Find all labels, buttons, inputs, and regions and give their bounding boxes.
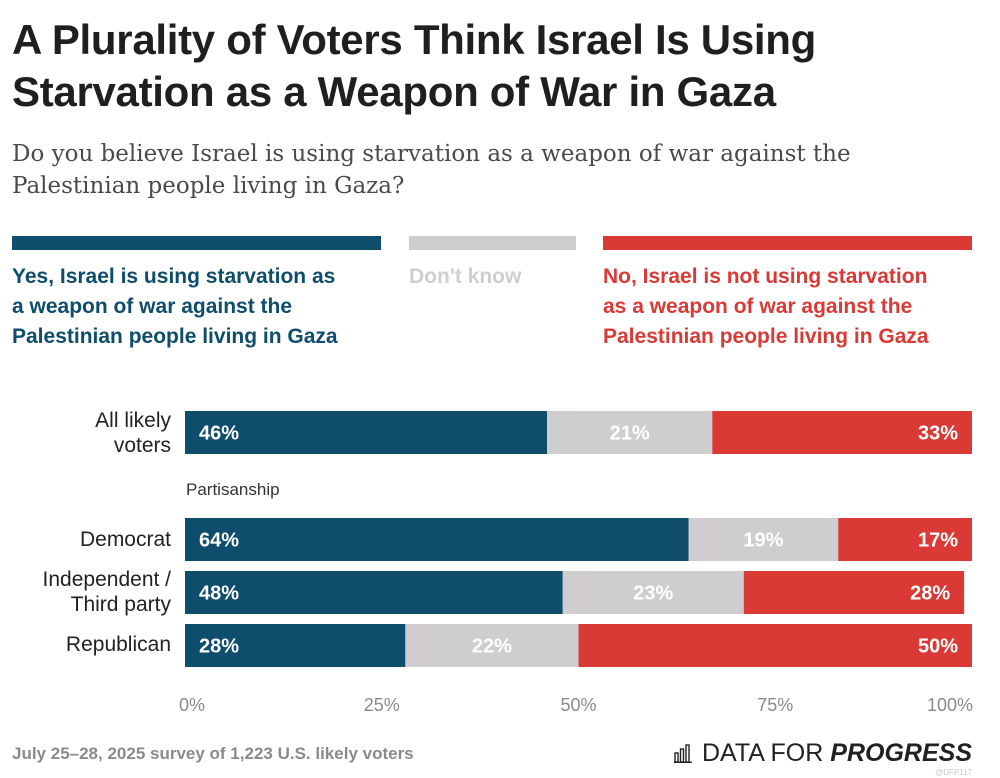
x-tick-label: 75%: [757, 695, 793, 715]
bar-label-all-likely-voters-yes: 46%: [199, 423, 239, 445]
legend-item-yes: Yes, Israel is using starvation as a wea…: [12, 236, 381, 352]
bar-label-republican-yes: 28%: [199, 636, 239, 658]
legend-label-no-line-2: as a weapon of war against the: [603, 295, 913, 318]
bar-label-democrat-dont-know: 19%: [743, 530, 783, 552]
row-label-independent-line-1: Independent /: [42, 568, 171, 591]
chart-subtitle: Do you believe Israel is using starvatio…: [12, 138, 972, 202]
bar-democrat-yes: [185, 518, 689, 561]
row-label-republican-line-1: Republican: [65, 633, 171, 656]
legend-label-yes-line-3: Palestinian people living in Gaza: [12, 325, 338, 348]
legend-label-dont-know: Don't know: [409, 262, 576, 292]
row-label-all-likely-voters-line-2: voters: [113, 434, 171, 457]
x-tick-label: 25%: [364, 695, 400, 715]
row-label-all-likely-voters-line-1: All likely: [95, 409, 171, 432]
brand-prefix: DATA FOR: [701, 738, 824, 767]
chart-subtitle-line-1: Do you believe Israel is using starvatio…: [12, 141, 851, 167]
chart-title-line-2: Starvation as a Weapon of War in Gaza: [12, 68, 776, 115]
bar-label-republican-no: 50%: [918, 636, 958, 658]
legend-swatch-yes: [12, 236, 381, 250]
legend-label-yes-line-1: Yes, Israel is using starvation as: [12, 265, 336, 288]
legend-label-dont-know-line-1: Don't know: [409, 265, 522, 288]
bar-republican-no: [578, 624, 972, 667]
bar-independent-yes: [185, 571, 563, 614]
bar-independent-no: [743, 571, 965, 614]
bar-label-democrat-yes: 64%: [199, 530, 239, 552]
chart-subtitle-line-2: Palestinian people living in Gaza?: [12, 173, 405, 199]
x-tick-label: 50%: [560, 695, 596, 715]
x-tick-label: 0%: [179, 695, 205, 715]
row-label-republican: Republican: [66, 632, 171, 657]
bar-label-independent-no: 28%: [910, 583, 950, 605]
brand-logo: DATA FOR PROGRESS: [673, 738, 972, 768]
legend-swatch-dont-know: [409, 236, 576, 250]
legend-item-no: No, Israel is not using starvation as a …: [603, 236, 972, 352]
chart-title-line-1: A Plurality of Voters Think Israel Is Us…: [12, 16, 816, 63]
bar-democrat-dont-know: [688, 518, 839, 561]
chart-credit: @DFP117: [935, 768, 972, 777]
legend-label-no-line-1: No, Israel is not using starvation: [603, 265, 928, 288]
bar-label-all-likely-voters-no: 33%: [918, 423, 958, 445]
row-label-independent-line-2: Third party: [70, 593, 171, 616]
legend-label-yes: Yes, Israel is using starvation as a wea…: [12, 262, 381, 352]
bar-republican-yes: [185, 624, 406, 667]
bar-chart-icon: [673, 744, 692, 763]
bar-all-likely-voters-no: [712, 411, 972, 454]
row-label-all-likely-voters: All likely voters: [95, 408, 171, 458]
bar-all-likely-voters-dont-know: [547, 411, 713, 454]
row-label-democrat-line-1: Democrat: [79, 528, 171, 551]
bar-republican-dont-know: [405, 624, 579, 667]
bar-label-independent-dont-know: 23%: [633, 583, 673, 605]
legend-label-yes-line-2: a weapon of war against the: [12, 295, 293, 318]
legend-label-no: No, Israel is not using starvation as a …: [603, 262, 972, 352]
legend-swatch-no: [603, 236, 972, 250]
brand-strong: PROGRESS: [830, 738, 972, 767]
section-label-partisanship: Partisanship: [186, 480, 280, 499]
bar-label-republican-dont-know: 22%: [472, 636, 512, 658]
bar-all-likely-voters-yes: [185, 411, 548, 454]
bar-label-independent-yes: 48%: [199, 583, 239, 605]
row-label-independent: Independent / Third party: [43, 567, 171, 617]
bar-independent-dont-know: [562, 571, 744, 614]
footer-survey-note: July 25–28, 2025 survey of 1,223 U.S. li…: [12, 744, 414, 763]
bar-democrat-no: [838, 518, 972, 561]
x-tick-label: 100%: [927, 695, 973, 715]
bar-label-all-likely-voters-dont-know: 21%: [610, 423, 650, 445]
legend-label-no-line-3: Palestinian people living in Gaza: [603, 325, 929, 348]
legend-item-dont-know: Don't know: [409, 236, 576, 292]
row-label-democrat: Democrat: [80, 527, 171, 552]
bar-label-democrat-no: 17%: [918, 530, 958, 552]
chart-title: A Plurality of Voters Think Israel Is Us…: [12, 14, 972, 118]
